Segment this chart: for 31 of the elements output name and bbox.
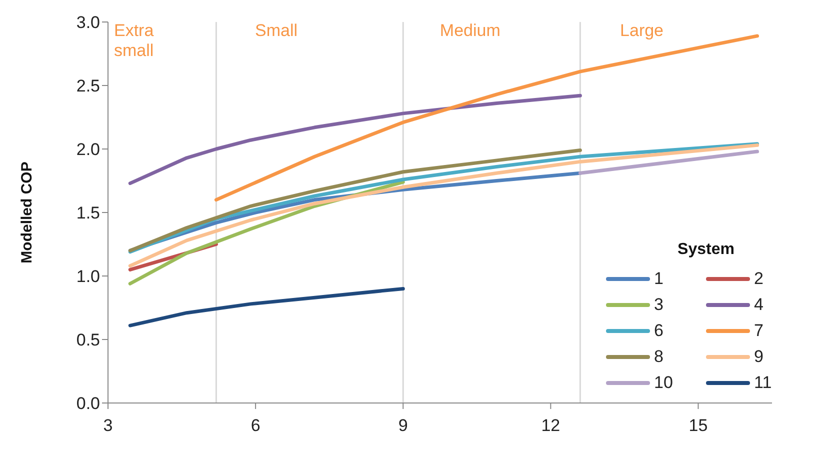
legend-label: 7	[754, 321, 764, 341]
legend-label: 3	[654, 295, 664, 315]
y-tick-label: 1.5	[76, 204, 100, 223]
line-series	[128, 94, 582, 186]
legend-label: 6	[654, 321, 664, 341]
x-tick-label: 9	[398, 416, 408, 436]
y-tick-label: 2.5	[76, 76, 100, 96]
y-tick-label: 0.0	[76, 394, 100, 414]
legend-label: 9	[754, 347, 764, 367]
x-tick-label: 3	[103, 416, 113, 436]
y-tick-label: 3.0	[76, 13, 100, 32]
legend-label: 1	[654, 269, 664, 289]
line-series	[128, 148, 582, 252]
x-tick-label: 6	[250, 416, 260, 436]
y-tick-label: 0.5	[76, 330, 100, 350]
x-tick-label: 15	[688, 416, 708, 436]
y-tick-label: 2.0	[76, 140, 100, 160]
line-series	[128, 286, 405, 328]
annotation: Extra small	[114, 21, 154, 60]
annotation: Large	[620, 21, 664, 40]
legend-label: 10	[654, 373, 673, 393]
y-axis-title: Modelled COP	[18, 162, 36, 264]
legend-label: 11	[754, 373, 772, 393]
legend-label: 8	[654, 347, 664, 367]
legend-label: 4	[754, 295, 764, 315]
legend-label: 2	[754, 269, 764, 289]
x-tick-label: 12	[541, 416, 560, 436]
annotation: Small	[255, 21, 298, 40]
annotation: Medium	[440, 21, 500, 40]
legend-title: System	[676, 241, 736, 259]
y-tick-label: 1.0	[76, 267, 100, 286]
